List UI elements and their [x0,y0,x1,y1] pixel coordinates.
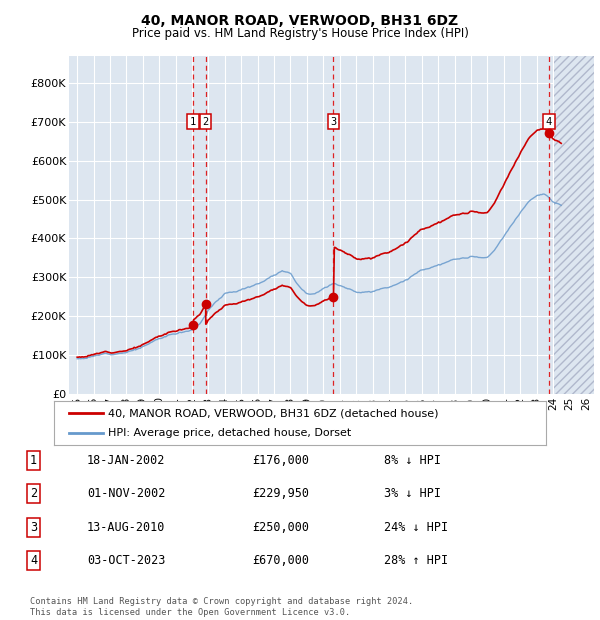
Text: £229,950: £229,950 [252,487,309,500]
Text: 3: 3 [331,117,337,127]
Text: Price paid vs. HM Land Registry's House Price Index (HPI): Price paid vs. HM Land Registry's House … [131,27,469,40]
Text: 40, MANOR ROAD, VERWOOD, BH31 6DZ (detached house): 40, MANOR ROAD, VERWOOD, BH31 6DZ (detac… [108,408,439,418]
Text: 2: 2 [203,117,209,127]
Text: 03-OCT-2023: 03-OCT-2023 [87,554,166,567]
Text: HPI: Average price, detached house, Dorset: HPI: Average price, detached house, Dors… [108,428,352,438]
Text: 28% ↑ HPI: 28% ↑ HPI [384,554,448,567]
Text: 40, MANOR ROAD, VERWOOD, BH31 6DZ: 40, MANOR ROAD, VERWOOD, BH31 6DZ [142,14,458,28]
Bar [554,56,594,394]
Text: £670,000: £670,000 [252,554,309,567]
Text: 4: 4 [546,117,552,127]
Text: Contains HM Land Registry data © Crown copyright and database right 2024.
This d: Contains HM Land Registry data © Crown c… [30,598,413,617]
Text: 13-AUG-2010: 13-AUG-2010 [87,521,166,534]
Text: £250,000: £250,000 [252,521,309,534]
Text: 2: 2 [30,487,37,500]
Text: £176,000: £176,000 [252,454,309,467]
Text: 8% ↓ HPI: 8% ↓ HPI [384,454,441,467]
Text: 4: 4 [30,554,37,567]
Text: 1: 1 [190,117,196,127]
Text: 3: 3 [30,521,37,534]
Text: 18-JAN-2002: 18-JAN-2002 [87,454,166,467]
Text: 1: 1 [30,454,37,467]
Text: 01-NOV-2002: 01-NOV-2002 [87,487,166,500]
Text: 24% ↓ HPI: 24% ↓ HPI [384,521,448,534]
Text: 3% ↓ HPI: 3% ↓ HPI [384,487,441,500]
Bar [554,56,594,394]
